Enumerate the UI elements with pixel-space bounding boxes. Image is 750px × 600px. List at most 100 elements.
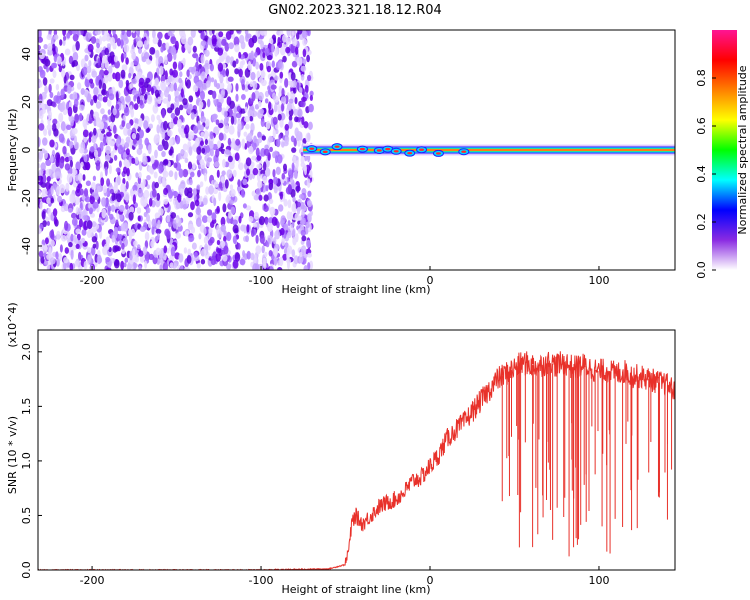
noise-blob xyxy=(306,54,310,63)
noise-blob xyxy=(39,244,45,250)
noise-blob xyxy=(93,86,99,96)
noise-blob xyxy=(101,89,107,96)
noise-blob xyxy=(101,208,107,219)
noise-blob xyxy=(256,163,262,169)
noise-blob xyxy=(271,216,278,226)
snr-x-ticks: -200 -100 0 100 xyxy=(80,566,609,587)
noise-blob xyxy=(273,248,278,258)
noise-blob xyxy=(97,185,101,193)
noise-blob xyxy=(213,99,217,106)
noise-blob xyxy=(129,250,133,261)
noise-blob xyxy=(214,181,219,188)
noise-blob xyxy=(252,222,257,228)
noise-blob xyxy=(227,155,233,163)
noise-blob xyxy=(136,96,141,105)
noise-blob xyxy=(158,208,164,216)
noise-blob xyxy=(61,60,65,67)
noise-blob xyxy=(120,38,124,49)
noise-blob xyxy=(98,95,103,102)
noise-blob xyxy=(166,53,173,62)
noise-blob xyxy=(268,198,274,204)
colorbar-tick-label: 0.8 xyxy=(695,69,708,87)
signal-band-knot-core xyxy=(385,147,391,151)
noise-blob xyxy=(78,112,83,122)
noise-blob xyxy=(180,88,184,98)
noise-blob xyxy=(115,138,121,147)
noise-blob xyxy=(49,91,54,99)
noise-blob xyxy=(128,233,132,243)
noise-blob xyxy=(237,179,241,188)
noise-blob xyxy=(247,132,253,142)
noise-blob xyxy=(291,60,298,68)
noise-blob xyxy=(268,182,273,191)
noise-blob xyxy=(249,98,254,105)
noise-blob xyxy=(259,108,265,114)
noise-blob xyxy=(121,64,128,71)
noise-blob xyxy=(300,146,304,153)
noise-blob xyxy=(155,49,160,60)
noise-blob xyxy=(51,163,57,173)
noise-blob xyxy=(119,204,125,212)
noise-blob xyxy=(280,227,285,236)
noise-blob xyxy=(49,257,56,265)
y-tick-label: -20 xyxy=(20,189,33,207)
noise-blob xyxy=(210,255,217,266)
noise-blob xyxy=(137,188,144,198)
noise-blob xyxy=(80,161,84,168)
noise-blob xyxy=(49,139,55,148)
noise-blob xyxy=(136,207,142,214)
noise-blob xyxy=(302,164,307,172)
noise-blob xyxy=(50,154,54,164)
noise-blob xyxy=(239,258,246,266)
noise-blob xyxy=(301,30,308,39)
noise-blob xyxy=(261,135,266,141)
noise-blob xyxy=(61,235,67,242)
noise-blob xyxy=(177,61,182,71)
noise-blob xyxy=(122,222,129,232)
noise-blob xyxy=(144,260,148,269)
noise-blob xyxy=(90,36,97,44)
noise-blob xyxy=(68,241,73,248)
noise-blob xyxy=(49,78,55,84)
noise-blob xyxy=(89,207,93,215)
noise-blob xyxy=(83,260,88,270)
noise-blob xyxy=(164,70,168,81)
noise-blob xyxy=(110,36,116,46)
noise-blob xyxy=(200,116,206,123)
noise-blob xyxy=(177,193,182,203)
noise-blob xyxy=(307,213,312,222)
noise-blob xyxy=(88,113,92,124)
noise-blob xyxy=(141,85,147,95)
noise-blob xyxy=(138,265,142,270)
noise-blob xyxy=(38,59,41,67)
noise-blob xyxy=(260,40,264,50)
noise-blob xyxy=(288,98,294,104)
noise-blob xyxy=(86,161,90,171)
noise-blob xyxy=(274,230,281,240)
noise-blob xyxy=(255,234,259,244)
noise-blob xyxy=(200,258,206,265)
noise-blob xyxy=(208,227,213,234)
noise-blob xyxy=(272,116,278,125)
noise-blob xyxy=(44,150,48,160)
noise-blob xyxy=(195,55,199,63)
noise-blob xyxy=(177,96,184,102)
noise-blob xyxy=(303,121,309,129)
noise-blob xyxy=(121,248,126,255)
noise-blob xyxy=(275,138,281,148)
x-tick-label: -200 xyxy=(80,274,105,287)
noise-blob xyxy=(205,186,210,195)
noise-blob xyxy=(169,262,174,269)
noise-blob xyxy=(38,163,41,169)
noise-blob xyxy=(61,69,66,78)
noise-blob xyxy=(284,123,289,131)
noise-blob xyxy=(72,168,78,176)
noise-blob xyxy=(284,242,289,248)
noise-blob xyxy=(262,175,268,184)
noise-blob xyxy=(269,266,274,270)
noise-blob xyxy=(183,247,188,254)
noise-blob xyxy=(186,255,192,264)
noise-blob xyxy=(115,167,121,173)
noise-blob xyxy=(245,123,250,130)
noise-blob xyxy=(210,77,215,83)
